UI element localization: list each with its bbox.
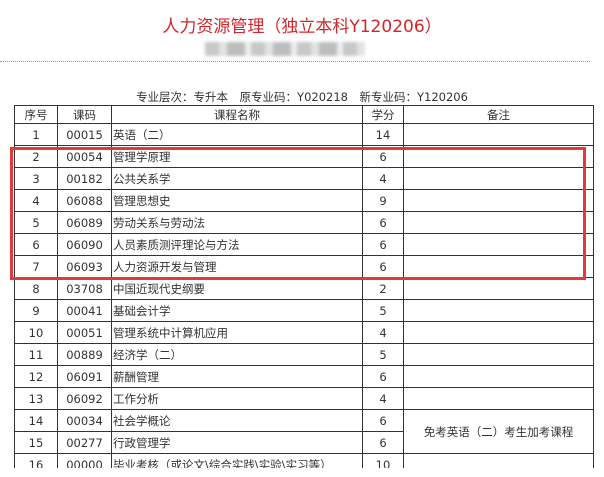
- course-name: 英语（二）: [111, 123, 363, 146]
- table-row: 2 00054 管理学原理 6: [14, 145, 594, 168]
- course-code: 00041: [57, 299, 112, 322]
- row-number: 9: [14, 299, 58, 322]
- credits: 6: [362, 431, 404, 454]
- row-number: 1: [14, 123, 58, 146]
- course-name: 中国近现代史纲要: [111, 277, 363, 300]
- course-name: 行政管理学: [111, 431, 363, 454]
- table-row: 6 06090 人员素质测评理论与方法 6: [14, 233, 594, 256]
- major-info: 专业层次：专升本 原专业码：Y020218 新专业码：Y120206: [136, 90, 468, 104]
- row-number: 15: [14, 431, 58, 454]
- course-code: 00034: [57, 409, 112, 432]
- remark: [403, 299, 594, 322]
- course-name: 工作分析: [111, 387, 363, 410]
- credits: 4: [362, 321, 404, 344]
- course-code: 00889: [57, 343, 112, 366]
- course-name: 基础会计学: [111, 299, 363, 322]
- table-row: 7 06093 人力资源开发与管理 6: [14, 255, 594, 278]
- blurred-subtitle: [205, 42, 365, 56]
- credits: 6: [362, 409, 404, 432]
- remark: [403, 365, 594, 388]
- table-row: 12 06091 薪酬管理 6: [14, 365, 594, 388]
- credits: 5: [362, 343, 404, 366]
- table-row: 9 00041 基础会计学 5: [14, 299, 594, 322]
- credits: 2: [362, 277, 404, 300]
- course-name: 薪酬管理: [111, 365, 363, 388]
- table-row: 10 00051 管理系统中计算机应用 4: [14, 321, 594, 344]
- course-code: 00015: [57, 123, 112, 146]
- table-row: 13 06092 工作分析 4: [14, 387, 594, 410]
- course-code: 06091: [57, 365, 112, 388]
- column-header: 课码: [57, 105, 112, 124]
- course-code: 00277: [57, 431, 112, 454]
- course-code: 00051: [57, 321, 112, 344]
- row-number: 12: [14, 365, 58, 388]
- course-table: 序号 课码 课程名称 学分 备注 1 00015 英语（二） 14 2 00054 管理学原理 6 3 0…: [14, 105, 594, 476]
- remark: [403, 321, 594, 344]
- table-row: 4 06088 管理思想史 9: [14, 189, 594, 212]
- course-code: 06092: [57, 387, 112, 410]
- course-code: 03708: [57, 277, 112, 300]
- remark: [403, 343, 594, 366]
- table-row: 3 00182 公共关系学 4: [14, 167, 594, 190]
- course-name: 社会学概论: [111, 409, 363, 432]
- page-title: 人力资源管理（独立本科Y120206）: [162, 17, 442, 37]
- column-header: 学分: [362, 105, 404, 124]
- table-row: 11 00889 经济学（二） 5: [14, 343, 594, 366]
- course-name: 管理系统中计算机应用: [111, 321, 363, 344]
- course-name: 经济学（二）: [111, 343, 363, 366]
- highlight-box: [10, 147, 586, 280]
- divider: [0, 61, 590, 62]
- table-row: 8 03708 中国近现代史纲要 2: [14, 277, 594, 300]
- row-number: 11: [14, 343, 58, 366]
- column-header: 备注: [403, 105, 594, 124]
- credits: 14: [362, 123, 404, 146]
- column-header: 序号: [14, 105, 58, 124]
- course-code: 00182: [57, 167, 112, 190]
- course-name: 人力资源开发与管理: [111, 255, 363, 278]
- table-row: 1 00015 英语（二） 14: [14, 123, 594, 146]
- remark: [403, 387, 594, 410]
- row-number: 14: [14, 409, 58, 432]
- credits: 5: [362, 299, 404, 322]
- course-code: 06093: [57, 255, 112, 278]
- row-number: 10: [14, 321, 58, 344]
- table-row: 14 00034 社会学概论 6 免考英语（二）考生加考课程: [14, 409, 594, 454]
- remark: [403, 277, 594, 300]
- row-number: 13: [14, 387, 58, 410]
- remark: 免考英语（二）考生加考课程: [403, 409, 594, 454]
- credits: 4: [362, 387, 404, 410]
- remark: [403, 123, 594, 146]
- column-header: 课程名称: [111, 105, 363, 124]
- credits: 6: [362, 365, 404, 388]
- row-number: 8: [14, 277, 58, 300]
